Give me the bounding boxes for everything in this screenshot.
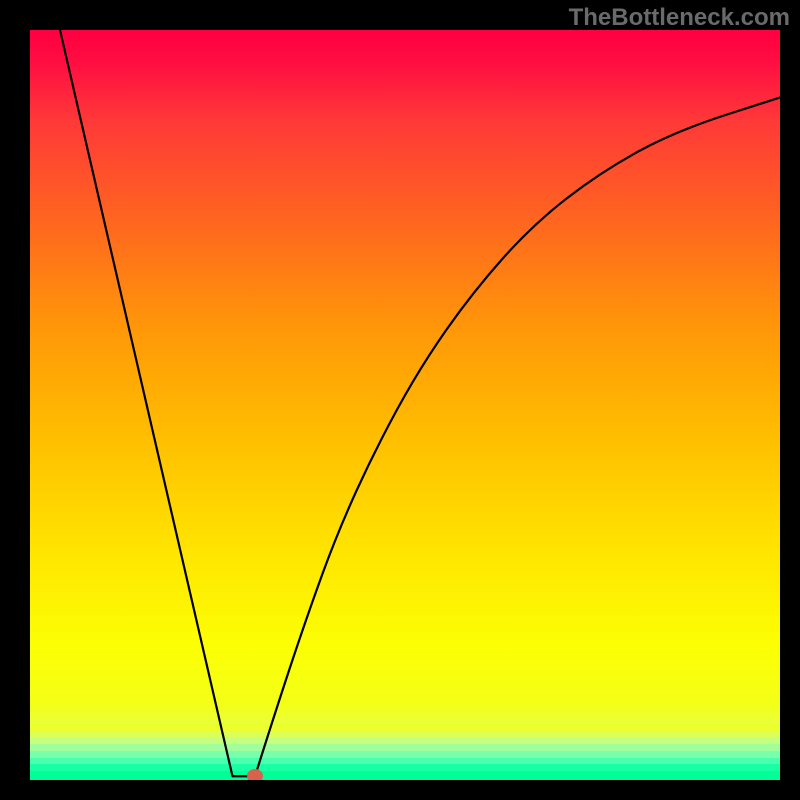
curve-layer bbox=[30, 30, 780, 780]
minimum-marker-dot bbox=[247, 769, 263, 780]
chart-root: TheBottleneck.com bbox=[0, 0, 800, 800]
plot-area bbox=[30, 30, 780, 780]
bottleneck-curve bbox=[60, 30, 780, 776]
watermark-text: TheBottleneck.com bbox=[569, 4, 790, 32]
